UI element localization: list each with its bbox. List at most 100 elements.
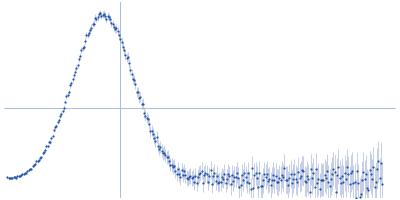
Point	[311, 185, 318, 188]
Point	[231, 175, 238, 178]
Point	[176, 173, 182, 176]
Point	[292, 178, 299, 181]
Point	[107, 18, 114, 21]
Point	[240, 178, 246, 181]
Point	[239, 173, 245, 176]
Point	[207, 169, 214, 172]
Point	[342, 172, 348, 175]
Point	[201, 173, 208, 176]
Point	[227, 183, 234, 186]
Point	[135, 90, 141, 93]
Point	[296, 176, 303, 179]
Point	[28, 167, 34, 171]
Point	[212, 179, 219, 183]
Point	[147, 130, 154, 133]
Point	[285, 183, 292, 187]
Point	[196, 173, 202, 176]
Point	[154, 136, 160, 139]
Point	[290, 177, 296, 180]
Point	[304, 175, 310, 178]
Point	[7, 176, 13, 180]
Point	[94, 15, 101, 19]
Point	[4, 176, 11, 179]
Point	[379, 183, 386, 186]
Point	[174, 173, 180, 176]
Point	[320, 178, 326, 181]
Point	[160, 152, 166, 155]
Point	[145, 118, 151, 121]
Point	[188, 177, 195, 180]
Point	[130, 77, 136, 81]
Point	[300, 169, 306, 172]
Point	[86, 31, 92, 34]
Point	[168, 164, 175, 167]
Point	[51, 129, 57, 132]
Point	[254, 176, 260, 179]
Point	[278, 178, 284, 181]
Point	[191, 180, 198, 183]
Point	[208, 183, 215, 186]
Point	[251, 173, 258, 177]
Point	[374, 167, 380, 170]
Point	[345, 173, 352, 176]
Point	[339, 174, 345, 178]
Point	[234, 171, 240, 174]
Point	[146, 122, 152, 125]
Point	[114, 29, 121, 32]
Point	[40, 150, 47, 154]
Point	[33, 160, 40, 163]
Point	[226, 174, 232, 177]
Point	[102, 14, 108, 18]
Point	[54, 120, 61, 123]
Point	[151, 136, 157, 140]
Point	[269, 179, 275, 182]
Point	[56, 118, 62, 121]
Point	[262, 175, 269, 178]
Point	[352, 180, 358, 184]
Point	[252, 172, 259, 175]
Point	[80, 47, 86, 50]
Point	[103, 18, 110, 21]
Point	[343, 177, 349, 180]
Point	[177, 176, 184, 179]
Point	[333, 191, 339, 194]
Point	[250, 187, 256, 190]
Point	[36, 159, 42, 162]
Point	[181, 170, 187, 173]
Point	[366, 169, 373, 172]
Point	[225, 172, 231, 176]
Point	[78, 49, 84, 52]
Point	[200, 182, 206, 185]
Point	[315, 178, 322, 181]
Point	[363, 173, 369, 176]
Point	[259, 184, 265, 187]
Point	[132, 83, 138, 86]
Point	[237, 183, 244, 187]
Point	[63, 95, 70, 98]
Point	[235, 176, 241, 179]
Point	[248, 187, 254, 191]
Point	[17, 174, 23, 177]
Point	[74, 64, 81, 67]
Point	[148, 129, 155, 132]
Point	[265, 179, 271, 183]
Point	[73, 66, 80, 70]
Point	[261, 172, 268, 176]
Point	[62, 100, 68, 103]
Point	[222, 181, 229, 184]
Point	[249, 166, 255, 169]
Point	[14, 174, 21, 178]
Point	[194, 182, 200, 185]
Point	[124, 55, 131, 58]
Point	[276, 177, 283, 180]
Point	[358, 192, 364, 195]
Point	[72, 70, 78, 73]
Point	[172, 169, 179, 172]
Point	[375, 160, 382, 163]
Point	[97, 12, 104, 15]
Point	[310, 172, 316, 175]
Point	[318, 178, 324, 181]
Point	[87, 29, 93, 32]
Point	[83, 33, 90, 37]
Point	[131, 79, 137, 82]
